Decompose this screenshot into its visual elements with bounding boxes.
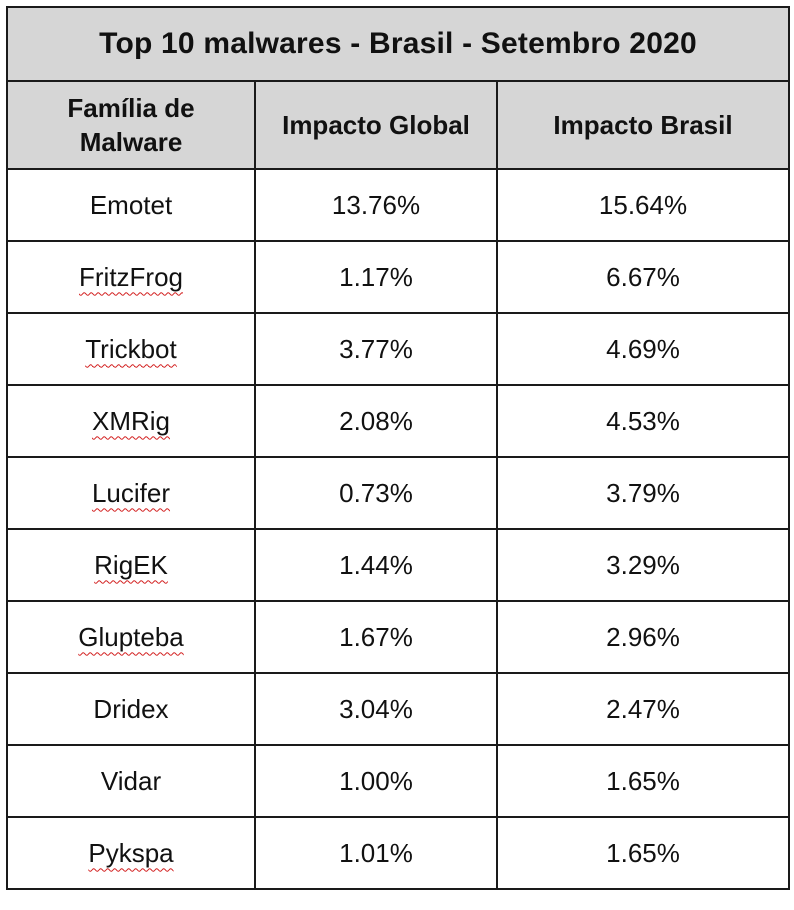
global-cell: 1.44% [254,528,498,602]
table-row: RigEK 1.44% 3.29% [6,528,791,602]
brasil-cell: 15.64% [495,168,791,242]
family-name: Lucifer [91,477,171,508]
family-cell: XMRig [6,384,256,458]
title-row: Top 10 malwares - Brasil - Setembro 2020 [5,6,791,82]
global-cell: 3.04% [254,672,498,746]
table-row: Pykspa 1.01% 1.65% [6,816,791,890]
family-name: Dridex [93,693,169,724]
family-name: Vidar [100,765,162,796]
global-cell: 0.73% [254,456,498,530]
family-cell: FritzFrog [6,240,256,314]
brasil-cell: 4.53% [495,384,791,458]
header-row: Família de Malware Impacto Global Impact… [6,80,791,170]
header-family-line2: Malware [79,127,183,157]
family-name: Trickbot [85,333,177,364]
family-name: Pykspa [88,837,174,868]
family-name: RigEK [94,549,168,580]
global-cell: 1.17% [254,240,498,314]
global-cell: 1.00% [254,744,498,818]
header-global: Impacto Global [254,80,498,170]
table-row: Emotet 13.76% 15.64% [6,168,791,242]
table-row: Glupteba 1.67% 2.96% [6,600,791,674]
family-cell: Dridex [6,672,256,746]
family-cell: Lucifer [6,456,256,530]
malware-table-container: Top 10 malwares - Brasil - Setembro 2020… [5,6,791,904]
header-family-line1: Família de [67,93,195,123]
global-cell: 2.08% [254,384,498,458]
brasil-cell: 3.29% [495,528,791,602]
table-row: Dridex 3.04% 2.47% [6,672,791,746]
family-name: XMRig [91,405,170,436]
family-cell: Emotet [6,168,256,242]
family-name: Glupteba [78,621,184,652]
family-cell: Glupteba [6,600,256,674]
brasil-cell: 3.79% [495,456,791,530]
table-row: Vidar 1.00% 1.65% [6,744,791,818]
table-row: Lucifer 0.73% 3.79% [6,456,791,530]
table-row: Trickbot 3.77% 4.69% [6,312,791,386]
global-cell: 1.67% [254,600,498,674]
global-cell: 13.76% [254,168,498,242]
brasil-cell: 6.67% [495,240,791,314]
family-cell: Pykspa [6,816,256,890]
malware-table: Top 10 malwares - Brasil - Setembro 2020… [5,6,791,890]
brasil-cell: 2.47% [495,672,791,746]
brasil-cell: 4.69% [495,312,791,386]
global-cell: 1.01% [254,816,498,890]
brasil-cell: 1.65% [495,816,791,890]
family-cell: Vidar [6,744,256,818]
table-row: XMRig 2.08% 4.53% [6,384,791,458]
family-name: FritzFrog [79,261,183,292]
family-cell: RigEK [6,528,256,602]
family-cell: Trickbot [6,312,256,386]
brasil-cell: 2.96% [495,600,791,674]
header-brasil: Impacto Brasil [495,80,791,170]
family-name: Emotet [89,189,173,220]
global-cell: 3.77% [254,312,498,386]
brasil-cell: 1.65% [495,744,791,818]
table-title: Top 10 malwares - Brasil - Setembro 2020 [5,6,791,82]
table-row: FritzFrog 1.17% 6.67% [6,240,791,314]
header-family: Família de Malware [6,80,256,170]
